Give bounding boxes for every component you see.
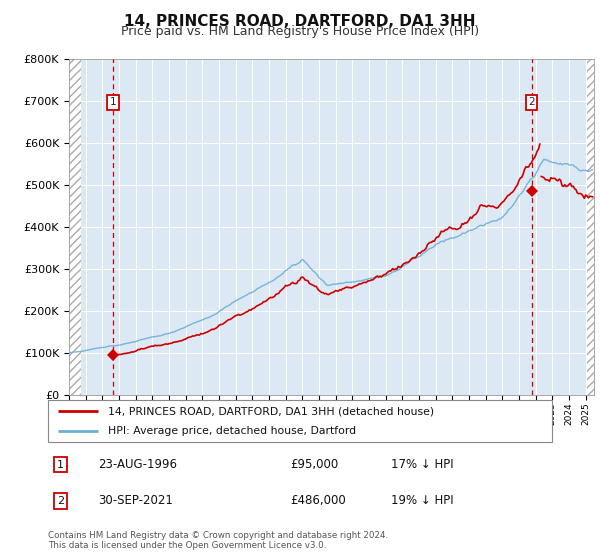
Text: 14, PRINCES ROAD, DARTFORD, DA1 3HH (detached house): 14, PRINCES ROAD, DARTFORD, DA1 3HH (det…	[109, 407, 434, 416]
Text: 30-SEP-2021: 30-SEP-2021	[98, 494, 173, 507]
Text: 17% ↓ HPI: 17% ↓ HPI	[391, 458, 454, 471]
Bar	[587, 59, 594, 395]
Text: This data is licensed under the Open Government Licence v3.0.: This data is licensed under the Open Gov…	[48, 541, 326, 550]
Text: 2: 2	[528, 97, 535, 108]
Text: Price paid vs. HM Land Registry's House Price Index (HPI): Price paid vs. HM Land Registry's House …	[121, 25, 479, 38]
Text: 14, PRINCES ROAD, DARTFORD, DA1 3HH: 14, PRINCES ROAD, DARTFORD, DA1 3HH	[124, 14, 476, 29]
Text: HPI: Average price, detached house, Dartford: HPI: Average price, detached house, Dart…	[109, 427, 356, 436]
Bar	[69, 59, 80, 395]
Text: £486,000: £486,000	[290, 494, 346, 507]
FancyBboxPatch shape	[48, 400, 552, 442]
Text: £95,000: £95,000	[290, 458, 338, 471]
Text: Contains HM Land Registry data © Crown copyright and database right 2024.: Contains HM Land Registry data © Crown c…	[48, 531, 388, 540]
Text: 23-AUG-1996: 23-AUG-1996	[98, 458, 178, 471]
Text: 1: 1	[110, 97, 116, 108]
Text: 2: 2	[57, 496, 64, 506]
Text: 1: 1	[57, 460, 64, 470]
Text: 19% ↓ HPI: 19% ↓ HPI	[391, 494, 454, 507]
